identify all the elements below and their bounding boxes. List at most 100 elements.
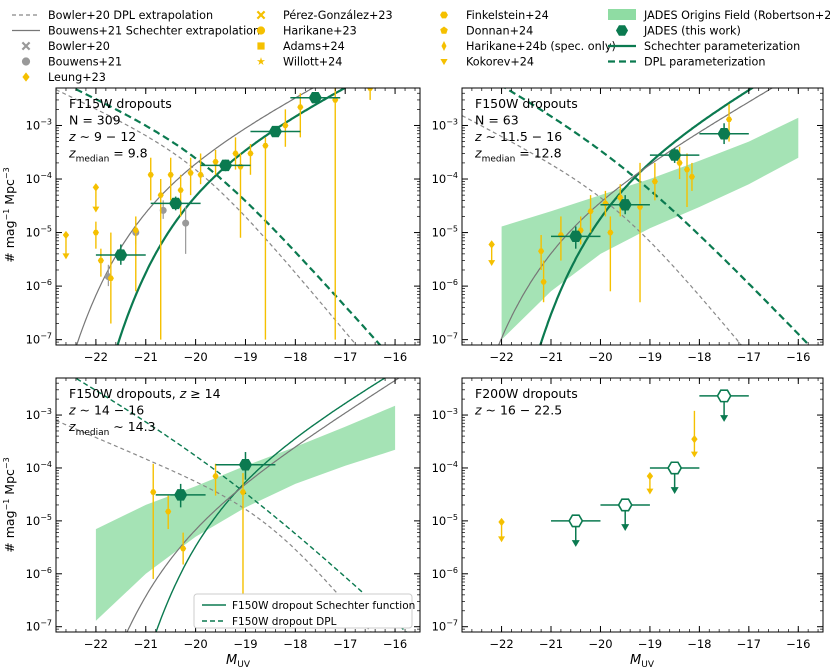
panel-bottom-right: −22 −21 −20 −19 −18 −17 −16 10−7 10−6 10−5 10−4 10−… — [432, 377, 824, 651]
y-axis-label-sup: −3 — [2, 457, 11, 469]
literature-point — [651, 178, 658, 185]
curve-bouwens-21 — [498, 88, 774, 345]
upper-limit-arrow — [498, 536, 506, 543]
x-axis-label-sub: UV — [641, 660, 655, 669]
annotation-z: z — [474, 129, 482, 144]
panel-bottom-left: −22 −21 −20 −19 −18 −17 −16 10−7 10−6 10−5 10−4 10−… — [26, 377, 421, 651]
literature-point — [197, 172, 204, 178]
panel-annotation: F150W dropouts, z ≥ 14 — [69, 386, 221, 401]
panel-annotation: z ∼ 11.5 − 16 — [474, 129, 562, 144]
jades-point — [218, 159, 233, 172]
x-tick-label: −20 — [588, 350, 612, 364]
x-axis-label: MUV — [630, 653, 655, 669]
literature-point — [132, 227, 139, 234]
literature-point — [107, 275, 114, 281]
jades-upper-arrow — [621, 524, 630, 531]
legend-label: Finkelstein+24 — [466, 9, 549, 22]
y-axis-label: # mag−1 Mpc−3 — [2, 457, 17, 552]
legend-label: Donnan+24 — [466, 25, 533, 38]
y-tick-exponent: −5 — [446, 225, 458, 234]
panels: −22 −21 −20 −19 −18 −17 −16 10−7 10−6 10−5 10−4 10−… — [26, 87, 824, 651]
legend-entry: Adams+24 — [257, 40, 345, 53]
x-tick-label: −21 — [134, 350, 158, 364]
annotation-value: ∼ 9 − 12 — [76, 129, 137, 144]
upper-limit-arrow — [646, 488, 654, 495]
legend-label: Bouwens+21 Schechter extrapolation — [48, 25, 260, 38]
legend-marker-pentagon — [440, 26, 448, 34]
y-axis-label-mid: Mpc — [2, 469, 17, 499]
legend-entry: Schechter parameterization — [608, 40, 800, 53]
legend-label: Kokorev+24 — [466, 56, 534, 69]
literature-point — [587, 208, 594, 214]
annotation-value: ∼ 11.5 − 16 — [482, 129, 563, 144]
y-axis-label-sup: −1 — [2, 209, 11, 221]
inner-legend: F150W dropout Schechter function F150W dr… — [193, 593, 415, 629]
y-tick-label: 10−5 — [26, 513, 52, 528]
legend-marker-star — [256, 57, 266, 65]
literature-point — [617, 194, 624, 201]
y-tick-label: 10−3 — [432, 117, 458, 132]
y-tick-exponent: −3 — [446, 117, 458, 126]
y-tick-exponent: −6 — [446, 566, 458, 575]
literature-point — [147, 172, 154, 178]
legend-entry: Bowler+20 — [21, 40, 110, 53]
y-tick-exponent: −5 — [40, 513, 52, 522]
legend-marker-hexagon — [440, 11, 448, 19]
literature-point — [165, 508, 172, 515]
legend-label: Bouwens+21 — [48, 56, 122, 69]
y-tick-label: 10−3 — [26, 407, 52, 422]
x-tick-label: −16 — [383, 350, 407, 364]
y-tick-exponent: −6 — [446, 278, 458, 287]
legend-label: Leung+23 — [48, 71, 106, 84]
annotation-sub: median — [76, 428, 110, 438]
y-axis-label: # mag−1 Mpc−3 — [2, 167, 17, 262]
panel-annotation: z ∼ 16 − 22.5 — [474, 403, 562, 418]
legend-marker-circle — [21, 57, 31, 66]
literature-point — [607, 229, 614, 236]
literature-point — [332, 97, 339, 103]
literature-point — [232, 150, 239, 157]
legend-marker-hexagon — [615, 25, 629, 36]
jades-upper-point — [667, 461, 683, 475]
legend-label: Pérez-González+23 — [283, 9, 393, 22]
literature-point — [540, 279, 547, 285]
y-tick-label: 10−4 — [26, 171, 52, 186]
annotation-z: z — [68, 129, 76, 144]
annotation-sub: median — [76, 155, 110, 165]
panel-annotation: F150W dropouts — [475, 96, 578, 111]
jades-upper-point — [568, 514, 584, 528]
curve-f150w-dropout-schechter-function — [155, 378, 387, 632]
legend-label: Harikane+23 — [283, 25, 357, 38]
literature-point — [282, 122, 289, 129]
y-tick-label: 10−7 — [26, 619, 52, 634]
legend-entry: JADES (this work) — [615, 25, 741, 38]
y-tick-label: 10−7 — [432, 619, 458, 634]
literature-point — [688, 174, 696, 180]
y-tick-exponent: −3 — [40, 407, 52, 416]
legend-entry: Willott+24 — [256, 56, 342, 69]
literature-point — [498, 517, 505, 527]
annotation-value: ∼ 14.3 — [109, 419, 155, 434]
x-tick-label: −22 — [84, 350, 108, 364]
y-tick-label: 10−6 — [432, 566, 458, 581]
literature-point — [538, 248, 545, 254]
legend-label: Bowler+20 DPL extrapolation — [48, 9, 213, 22]
inner-legend-label: F150W dropout Schechter function — [232, 600, 415, 612]
legend-label: JADES Origins Field (Robertson+24) — [643, 9, 830, 22]
annotation-z: z — [474, 146, 482, 161]
annotation-z: z — [68, 403, 76, 418]
legend-marker-circle — [256, 26, 266, 35]
jades-point — [668, 149, 682, 161]
legend-entry: Bowler+20 DPL extrapolation — [12, 9, 213, 22]
literature-point — [92, 229, 99, 236]
legend-label: Adams+24 — [283, 40, 345, 53]
legend-entry: Finkelstein+24 — [440, 9, 549, 22]
legend-marker-thin-diamond — [441, 40, 447, 52]
literature-point — [212, 473, 219, 479]
y-tick-exponent: −6 — [40, 566, 52, 575]
y-tick-exponent: −3 — [446, 407, 458, 416]
legend-label: Schechter parameterization — [644, 40, 800, 53]
x-tick-label: −22 — [489, 350, 513, 364]
legend-label: JADES (this work) — [643, 25, 741, 38]
annotation-sub: median — [482, 155, 516, 165]
